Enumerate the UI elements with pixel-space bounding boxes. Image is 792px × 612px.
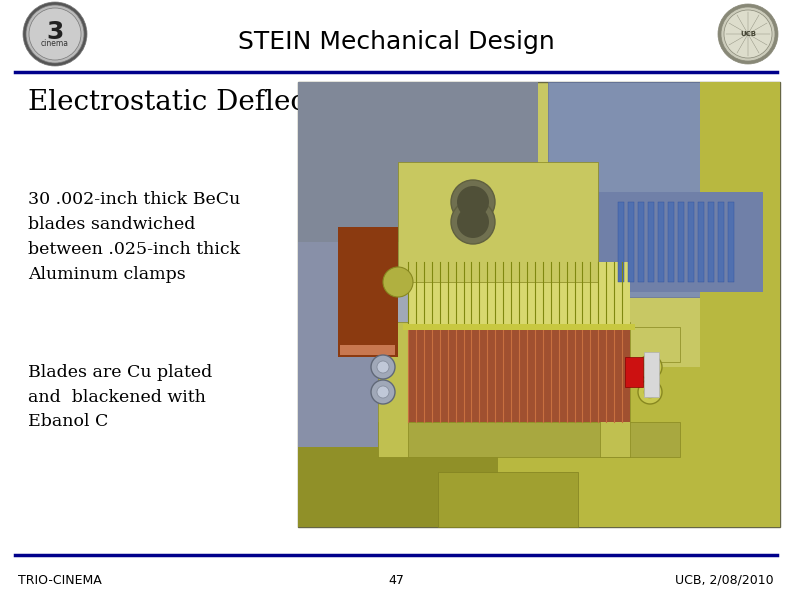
- Circle shape: [457, 186, 489, 218]
- Text: Electrostatic Deflector: Electrostatic Deflector: [28, 89, 347, 116]
- Circle shape: [377, 361, 389, 373]
- Text: Blades are Cu plated
and  blackened with
Ebanol C: Blades are Cu plated and blackened with …: [28, 364, 212, 430]
- Bar: [708, 202, 714, 282]
- Bar: [648, 202, 654, 282]
- Bar: [298, 82, 378, 447]
- Bar: [553, 192, 763, 292]
- Bar: [548, 82, 768, 297]
- Bar: [600, 322, 630, 457]
- Polygon shape: [298, 367, 498, 527]
- Text: cinema: cinema: [41, 40, 69, 48]
- Bar: [678, 202, 684, 282]
- Bar: [298, 82, 538, 302]
- Polygon shape: [378, 82, 418, 447]
- Polygon shape: [700, 82, 780, 477]
- Bar: [398, 162, 598, 282]
- Polygon shape: [378, 367, 780, 527]
- Bar: [408, 262, 630, 327]
- Bar: [340, 345, 395, 355]
- Circle shape: [721, 7, 775, 61]
- Circle shape: [638, 355, 662, 379]
- Circle shape: [371, 380, 395, 404]
- Circle shape: [644, 361, 656, 373]
- Polygon shape: [438, 472, 578, 527]
- Circle shape: [377, 386, 389, 398]
- Bar: [628, 202, 634, 282]
- Polygon shape: [298, 82, 538, 242]
- Text: 47: 47: [388, 573, 404, 586]
- Circle shape: [457, 206, 489, 238]
- Bar: [700, 82, 780, 477]
- Bar: [658, 202, 664, 282]
- Text: STEIN Mechanical Design: STEIN Mechanical Design: [238, 30, 554, 54]
- Bar: [638, 202, 644, 282]
- Bar: [698, 202, 704, 282]
- Bar: [408, 327, 630, 422]
- Bar: [625, 357, 643, 387]
- Bar: [378, 327, 680, 362]
- Bar: [728, 202, 734, 282]
- Bar: [718, 202, 724, 282]
- Circle shape: [383, 267, 413, 297]
- Circle shape: [451, 180, 495, 224]
- Bar: [378, 322, 408, 457]
- Circle shape: [29, 8, 81, 60]
- Bar: [644, 352, 659, 397]
- Text: UCB: UCB: [740, 31, 756, 37]
- Text: UCB, 2/08/2010: UCB, 2/08/2010: [676, 573, 774, 586]
- Bar: [378, 422, 680, 457]
- Circle shape: [451, 200, 495, 244]
- Circle shape: [371, 355, 395, 379]
- Bar: [298, 82, 780, 527]
- Bar: [403, 324, 635, 330]
- Circle shape: [644, 386, 656, 398]
- Bar: [668, 202, 674, 282]
- Bar: [688, 202, 694, 282]
- Circle shape: [23, 2, 87, 66]
- Circle shape: [724, 10, 772, 58]
- Circle shape: [26, 5, 84, 63]
- Circle shape: [718, 4, 778, 64]
- Bar: [618, 202, 624, 282]
- Text: 30 .002-inch thick BeCu
blades sandwiched
between .025-inch thick
Aluminum clamp: 30 .002-inch thick BeCu blades sandwiche…: [28, 192, 240, 283]
- Circle shape: [638, 380, 662, 404]
- Bar: [338, 227, 398, 357]
- Text: TRIO-CINEMA: TRIO-CINEMA: [18, 573, 101, 586]
- Text: 3: 3: [46, 20, 63, 44]
